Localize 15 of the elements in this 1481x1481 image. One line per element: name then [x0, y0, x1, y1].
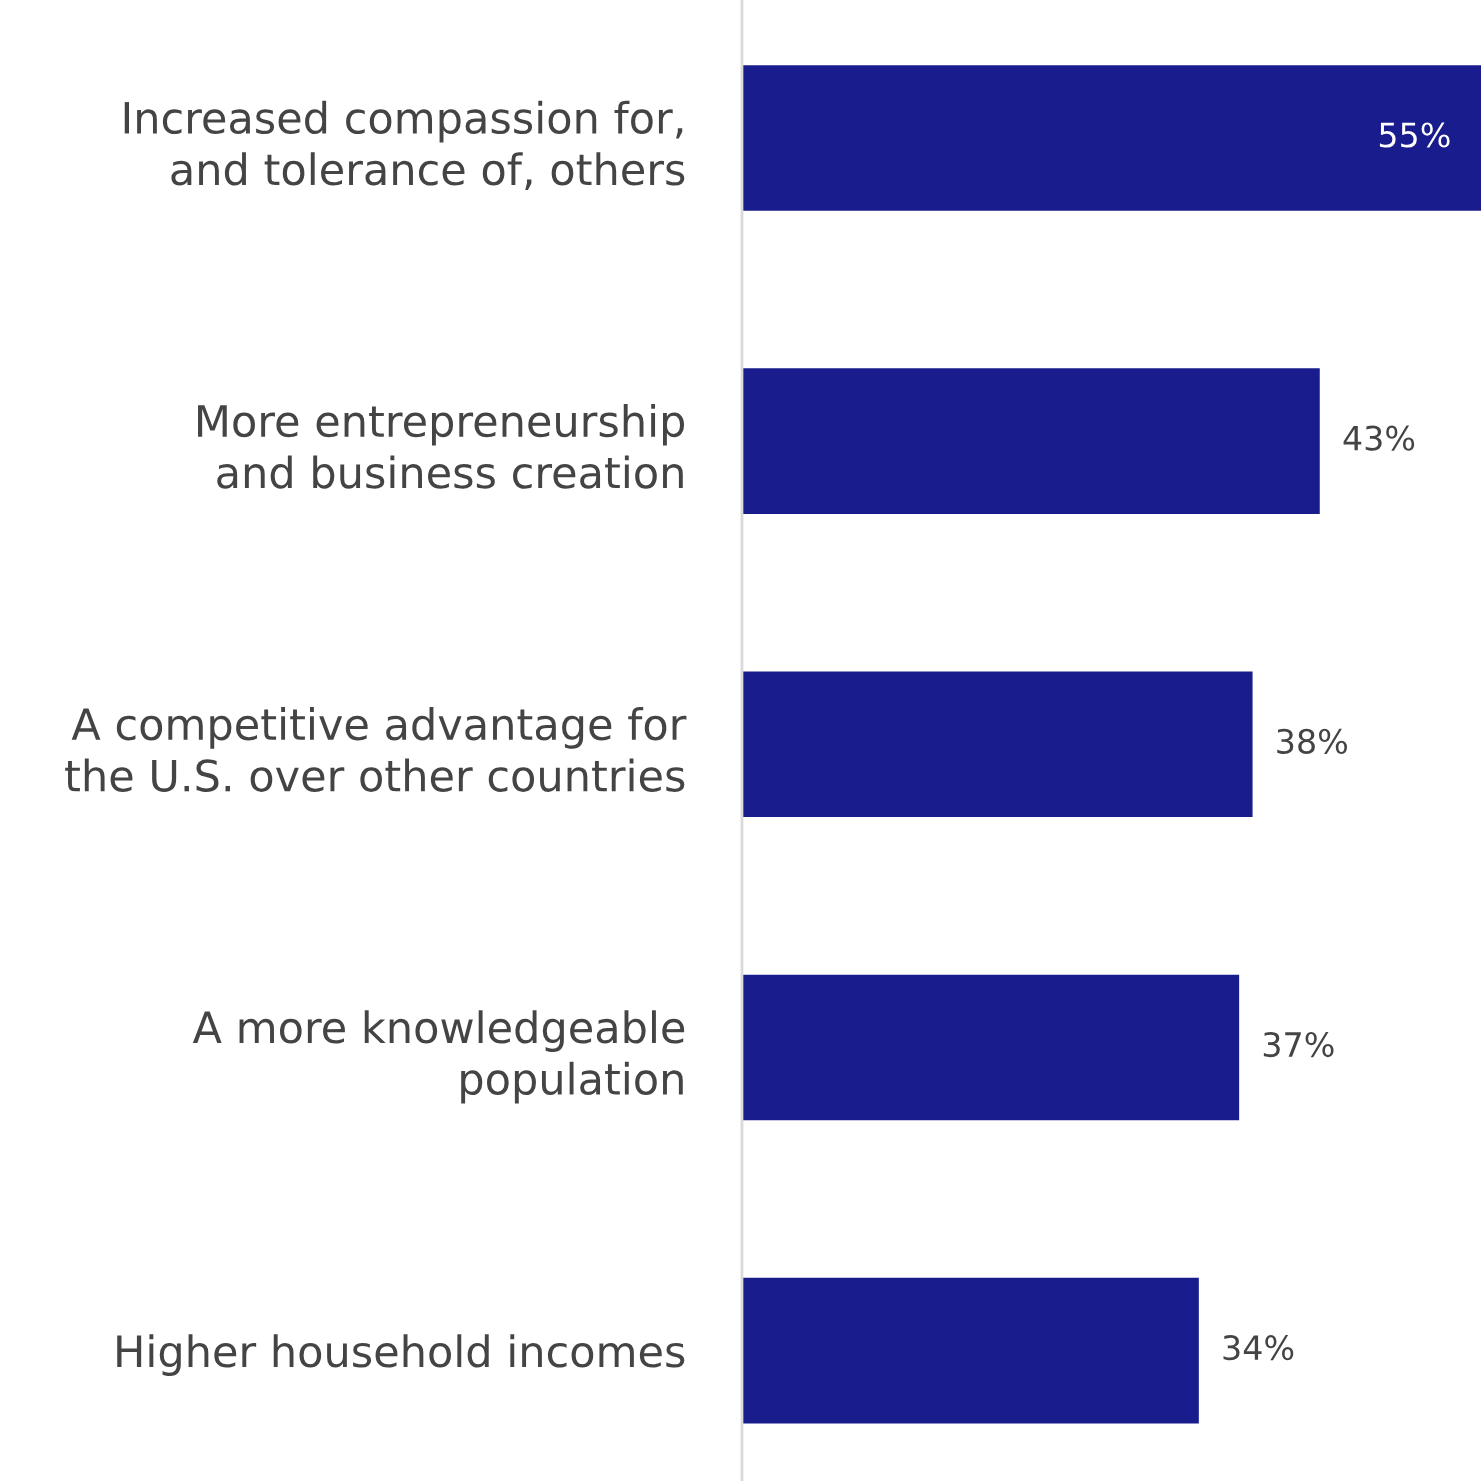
data-label: 37% — [1263, 1031, 1334, 1058]
y-tick-label: Higher household incomes — [117, 1334, 685, 1376]
y-tick-label: A competitive advantage for the U.S. over other countries — [65, 707, 687, 792]
data-label: 43% — [1343, 425, 1415, 451]
data-label: 38% — [1277, 728, 1347, 754]
bar — [741, 974, 1240, 1121]
bar — [741, 65, 1481, 211]
data-label: 34% — [1223, 1335, 1294, 1361]
y-tick-label: More entrepreneurship and business creation — [198, 403, 685, 489]
y-tick-label: A more knowledgeable population — [192, 1010, 685, 1104]
bar — [741, 368, 1320, 514]
data-label: 55% — [1379, 122, 1450, 148]
bar — [741, 671, 1253, 818]
bar — [741, 1277, 1199, 1424]
y-tick-label: Increased compassion for, and tolerance of, others — [124, 100, 685, 190]
